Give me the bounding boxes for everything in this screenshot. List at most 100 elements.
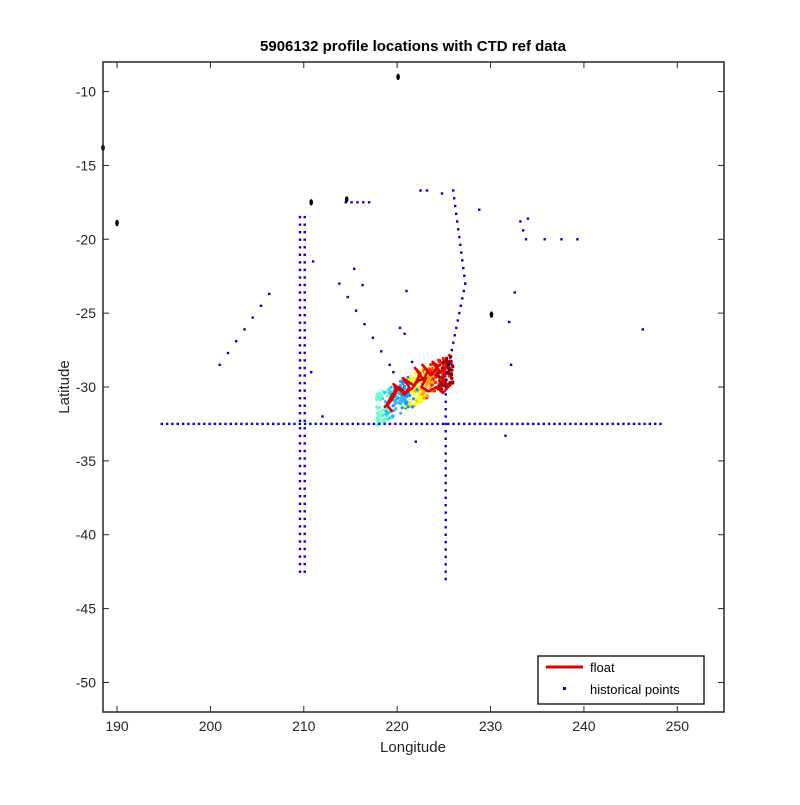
y-tick-label: -15: [76, 157, 96, 173]
historical-point: [444, 489, 447, 492]
ref-data-marker: [393, 402, 397, 406]
historical-point: [627, 422, 630, 426]
historical-point: [298, 389, 302, 392]
historical-point: [303, 562, 306, 566]
historical-point: [303, 231, 306, 234]
historical-point: [444, 533, 447, 536]
historical-point: [303, 555, 306, 558]
historical-point: [414, 440, 417, 443]
historical-point: [444, 496, 447, 499]
historical-point: [303, 427, 306, 430]
historical-point: [303, 547, 306, 551]
historical-point: [229, 422, 232, 426]
historical-point: [444, 504, 447, 507]
historical-point: [444, 430, 447, 433]
historical-point: [298, 374, 302, 377]
historical-point: [454, 204, 457, 208]
historical-point: [526, 217, 530, 220]
ref-data-marker: [411, 397, 415, 401]
historical-point: [298, 276, 302, 279]
historical-point: [303, 464, 306, 468]
ref-data-marker: [398, 399, 402, 403]
historical-point: [298, 555, 302, 558]
historical-point: [298, 306, 302, 309]
historical-point: [461, 297, 464, 300]
historical-point: [321, 415, 324, 418]
historical-point: [456, 319, 459, 322]
historical-point: [452, 422, 455, 426]
historical-point: [458, 235, 461, 239]
historical-point: [298, 412, 302, 415]
ref-data-marker: [413, 377, 417, 381]
historical-point: [444, 511, 447, 514]
historical-point: [509, 363, 513, 366]
historical-point: [361, 283, 364, 287]
historical-point: [303, 336, 306, 339]
historical-point: [298, 381, 302, 385]
y-tick-label: -45: [76, 601, 96, 617]
historical-point: [537, 422, 540, 426]
ref-data-marker: [424, 384, 428, 388]
historical-point: [298, 517, 302, 521]
historical-point: [394, 422, 397, 426]
ref-data-marker: [443, 363, 447, 367]
historical-point: [266, 422, 270, 426]
historical-point: [444, 400, 447, 403]
historical-point: [303, 359, 306, 362]
ref-data-marker: [444, 358, 449, 362]
historical-point: [504, 434, 507, 437]
historical-point: [272, 422, 275, 426]
historical-point: [569, 422, 572, 426]
historical-point: [494, 422, 498, 426]
historical-point: [298, 479, 302, 483]
historical-point: [303, 344, 306, 347]
x-tick-label: 190: [105, 718, 129, 734]
ref-data-marker: [426, 379, 430, 384]
historical-point: [508, 320, 511, 324]
historical-point: [298, 532, 302, 536]
historical-point: [356, 422, 360, 426]
historical-point: [298, 344, 302, 347]
historical-point: [543, 238, 546, 241]
ref-data-marker: [378, 396, 382, 401]
historical-point: [362, 422, 365, 426]
ref-data-marker: [415, 387, 419, 391]
historical-point: [203, 422, 206, 426]
x-tick-label: 240: [572, 718, 596, 734]
x-tick-label: 250: [666, 718, 690, 734]
historical-point: [444, 408, 447, 411]
historical-point: [484, 422, 487, 426]
ref-data-marker: [380, 395, 384, 399]
historical-point: [457, 422, 461, 426]
historical-point: [298, 253, 302, 256]
historical-point: [444, 459, 447, 463]
historical-point: [563, 422, 567, 426]
historical-point: [444, 555, 447, 559]
historical-point: [444, 378, 447, 381]
historical-point: [447, 422, 450, 426]
historical-point: [303, 253, 306, 256]
historical-point: [425, 189, 429, 192]
historical-point: [489, 422, 492, 426]
historical-point: [224, 422, 227, 426]
historical-point: [403, 332, 406, 335]
ref-data-marker: [384, 412, 388, 416]
historical-point: [298, 525, 302, 528]
historical-point: [181, 422, 185, 426]
ref-data-marker: [376, 406, 380, 410]
historical-point: [298, 268, 302, 272]
historical-point: [354, 309, 358, 312]
historical-point: [298, 351, 302, 355]
float-track-line: [383, 360, 451, 413]
historical-point: [444, 422, 447, 426]
ref-data-marker: [397, 391, 401, 395]
historical-point: [344, 201, 347, 204]
historical-point: [521, 422, 524, 426]
historical-point: [362, 201, 365, 204]
historical-point: [405, 289, 408, 293]
historical-point: [579, 422, 583, 426]
historical-point: [457, 228, 460, 231]
ref-data-marker: [428, 386, 432, 390]
historical-point: [425, 422, 429, 426]
